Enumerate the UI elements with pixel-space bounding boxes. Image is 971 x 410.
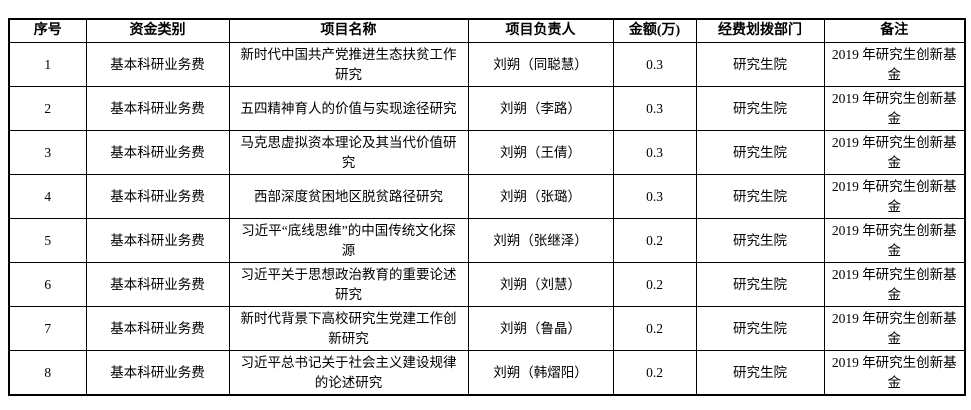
cell-note: 2019 年研究生创新基金 xyxy=(823,306,966,352)
table-row: 4 基本科研业务费 西部深度贫困地区脱贫路径研究 刘朔（张璐） 0.3 研究生院… xyxy=(8,174,966,220)
cell-project: 马克思虚拟资本理论及其当代价值研究 xyxy=(228,130,469,176)
cell-note: 2019 年研究生创新基金 xyxy=(823,262,966,308)
cell-project: 新时代背景下高校研究生党建工作创新研究 xyxy=(228,306,469,352)
cell-no: 5 xyxy=(8,218,87,264)
cell-project: 五四精神育人的价值与实现途径研究 xyxy=(228,86,469,132)
cell-note: 2019 年研究生创新基金 xyxy=(823,42,966,88)
header-no: 序号 xyxy=(8,18,87,44)
cell-leader: 刘朔（刘慧） xyxy=(467,262,614,308)
table-row: 8 基本科研业务费 习近平总书记关于社会主义建设规律的论述研究 刘朔（韩熠阳） … xyxy=(8,350,966,396)
cell-no: 7 xyxy=(8,306,87,352)
table-row: 6 基本科研业务费 习近平关于思想政治教育的重要论述研究 刘朔（刘慧） 0.2 … xyxy=(8,262,966,308)
cell-category: 基本科研业务费 xyxy=(85,306,230,352)
cell-note: 2019 年研究生创新基金 xyxy=(823,350,966,396)
cell-amount: 0.3 xyxy=(612,130,697,176)
header-leader: 项目负责人 xyxy=(467,18,614,44)
cell-no: 3 xyxy=(8,130,87,176)
cell-no: 2 xyxy=(8,86,87,132)
cell-leader: 刘朔（张璐） xyxy=(467,174,614,220)
cell-category: 基本科研业务费 xyxy=(85,130,230,176)
cell-note: 2019 年研究生创新基金 xyxy=(823,86,966,132)
cell-department: 研究生院 xyxy=(695,350,825,396)
cell-project: 习近平总书记关于社会主义建设规律的论述研究 xyxy=(228,350,469,396)
cell-department: 研究生院 xyxy=(695,130,825,176)
table-row: 5 基本科研业务费 习近平“底线思维”的中国传统文化探源 刘朔（张继泽） 0.2… xyxy=(8,218,966,264)
cell-note: 2019 年研究生创新基金 xyxy=(823,130,966,176)
cell-department: 研究生院 xyxy=(695,42,825,88)
cell-note: 2019 年研究生创新基金 xyxy=(823,174,966,220)
cell-amount: 0.2 xyxy=(612,350,697,396)
cell-project: 习近平“底线思维”的中国传统文化探源 xyxy=(228,218,469,264)
cell-no: 1 xyxy=(8,42,87,88)
cell-department: 研究生院 xyxy=(695,86,825,132)
cell-leader: 刘朔（李路） xyxy=(467,86,614,132)
cell-category: 基本科研业务费 xyxy=(85,262,230,308)
table-row: 2 基本科研业务费 五四精神育人的价值与实现途径研究 刘朔（李路） 0.3 研究… xyxy=(8,86,966,132)
cell-department: 研究生院 xyxy=(695,306,825,352)
header-department: 经费划拨部门 xyxy=(695,18,825,44)
cell-no: 6 xyxy=(8,262,87,308)
header-category: 资金类别 xyxy=(85,18,230,44)
cell-amount: 0.3 xyxy=(612,86,697,132)
cell-department: 研究生院 xyxy=(695,218,825,264)
cell-project: 习近平关于思想政治教育的重要论述研究 xyxy=(228,262,469,308)
cell-note: 2019 年研究生创新基金 xyxy=(823,218,966,264)
table-row: 1 基本科研业务费 新时代中国共产党推进生态扶贫工作研究 刘朔（同聪慧） 0.3… xyxy=(8,42,966,88)
table-row: 7 基本科研业务费 新时代背景下高校研究生党建工作创新研究 刘朔（鲁晶） 0.2… xyxy=(8,306,966,352)
cell-category: 基本科研业务费 xyxy=(85,218,230,264)
header-note: 备注 xyxy=(823,18,966,44)
cell-department: 研究生院 xyxy=(695,262,825,308)
cell-amount: 0.3 xyxy=(612,42,697,88)
cell-amount: 0.2 xyxy=(612,218,697,264)
cell-department: 研究生院 xyxy=(695,174,825,220)
cell-leader: 刘朔（同聪慧） xyxy=(467,42,614,88)
cell-amount: 0.3 xyxy=(612,174,697,220)
cell-category: 基本科研业务费 xyxy=(85,174,230,220)
cell-leader: 刘朔（韩熠阳） xyxy=(467,350,614,396)
cell-leader: 刘朔（王倩） xyxy=(467,130,614,176)
cell-no: 8 xyxy=(8,350,87,396)
header-amount: 金额(万) xyxy=(612,18,697,44)
header-project: 项目名称 xyxy=(228,18,469,44)
cell-amount: 0.2 xyxy=(612,306,697,352)
cell-project: 西部深度贫困地区脱贫路径研究 xyxy=(228,174,469,220)
cell-no: 4 xyxy=(8,174,87,220)
funding-table: 序号 资金类别 项目名称 项目负责人 金额(万) 经费划拨部门 备注 1 基本科… xyxy=(8,18,966,396)
table-row: 3 基本科研业务费 马克思虚拟资本理论及其当代价值研究 刘朔（王倩） 0.3 研… xyxy=(8,130,966,176)
cell-leader: 刘朔（鲁晶） xyxy=(467,306,614,352)
cell-category: 基本科研业务费 xyxy=(85,42,230,88)
cell-category: 基本科研业务费 xyxy=(85,350,230,396)
cell-amount: 0.2 xyxy=(612,262,697,308)
cell-project: 新时代中国共产党推进生态扶贫工作研究 xyxy=(228,42,469,88)
cell-category: 基本科研业务费 xyxy=(85,86,230,132)
cell-leader: 刘朔（张继泽） xyxy=(467,218,614,264)
table-header-row: 序号 资金类别 项目名称 项目负责人 金额(万) 经费划拨部门 备注 xyxy=(8,18,966,44)
